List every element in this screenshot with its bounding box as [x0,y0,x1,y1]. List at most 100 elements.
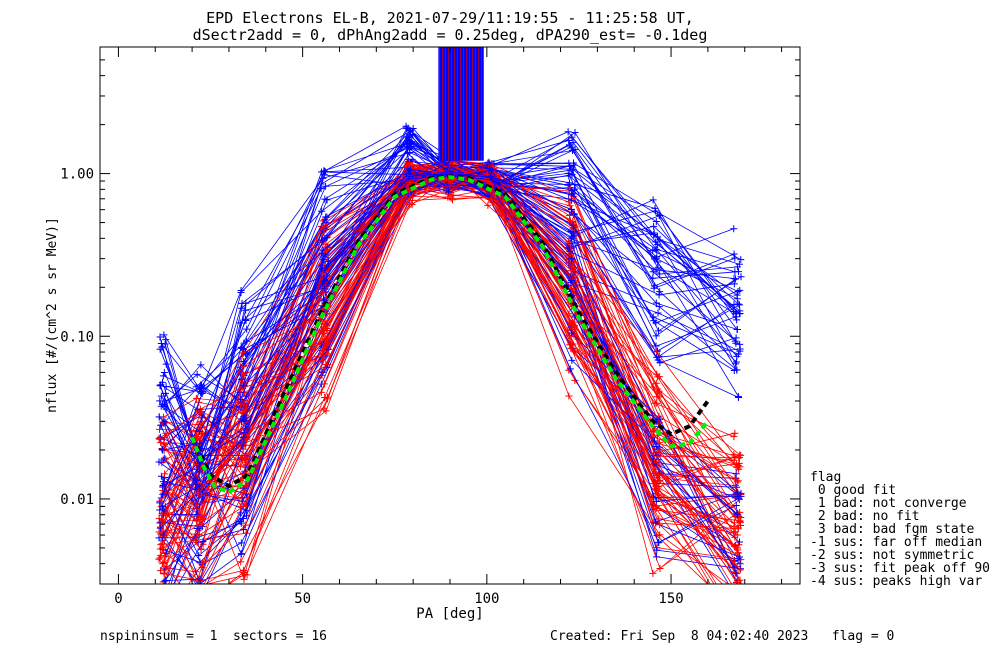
data-trace [160,173,724,584]
data-point-marker [649,196,657,204]
data-point-marker [155,534,163,542]
data-point-marker [193,370,201,378]
data-point-marker [444,193,452,201]
data-point-marker [155,458,163,466]
data-point-marker [158,518,166,526]
data-trace [163,125,738,390]
data-point-marker [198,414,206,422]
data-point-marker [649,247,657,255]
data-point-marker [569,228,577,236]
data-trace [162,173,738,493]
data-point-marker [735,260,743,268]
data-point-marker [650,222,658,230]
data-point-marker [155,434,163,442]
data-point-marker [566,247,574,255]
data-point-marker [652,255,660,263]
data-point-marker [732,334,740,342]
data-point-marker [196,603,203,610]
data-point-marker [730,280,738,288]
data-point-marker [487,166,495,174]
data-point-marker [158,588,165,595]
data-trace [165,168,736,581]
x-tick-label: 150 [658,591,683,607]
data-point-marker [486,165,494,173]
data-point-marker [405,170,413,178]
data-point-marker [652,519,660,527]
data-point-marker [194,490,202,498]
data-point-marker [195,482,203,490]
data-point-marker [735,592,742,599]
data-trace [166,136,738,393]
data-point-marker [195,551,203,559]
data-point-marker [156,333,164,341]
data-point-marker [735,454,743,462]
data-point-marker [652,299,660,307]
data-point-marker [157,551,165,559]
data-point-marker [160,570,168,578]
data-point-marker [569,222,577,230]
data-point-marker [652,502,660,510]
data-point-marker [734,393,742,401]
data-point-marker [736,310,744,318]
data-point-marker [156,345,164,353]
data-point-marker [732,275,740,283]
data-point-marker [322,240,330,248]
data-point-marker [568,191,576,199]
data-point-marker [651,204,659,212]
data-point-marker [193,590,200,597]
data-point-marker [159,531,167,539]
data-point-marker [161,510,169,518]
data-point-marker [654,327,662,335]
data-point-marker [321,340,329,348]
data-point-marker [161,592,168,599]
data-point-marker [652,342,660,350]
data-point-marker [162,455,170,463]
data-point-marker [656,415,664,423]
legend-entry: 0 good fit [810,483,896,498]
data-point-marker [566,162,574,170]
data-point-marker [321,277,329,285]
data-point-marker [237,401,245,409]
data-point-marker [199,559,207,567]
data-point-marker [159,608,166,615]
data-point-marker [198,499,206,507]
footer-left: nspininsum = 1 sectors = 16 [100,629,327,644]
data-point-marker [730,523,738,531]
data-point-marker [735,596,742,603]
data-point-marker [161,603,168,610]
data-point-marker [566,179,574,187]
data-point-marker [656,531,664,539]
data-point-marker [655,477,663,485]
data-point-marker [571,348,579,356]
legend-entry: -1 sus: far off median [810,535,982,550]
data-point-marker [324,280,332,288]
data-point-marker [320,277,328,285]
data-point-marker [193,511,201,519]
data-point-marker [320,289,328,297]
legend-entry: -3 sus: fit peak off 90 [810,561,990,576]
data-point-marker [650,231,658,239]
data-point-marker [243,325,251,333]
footer-right: Created: Fri Sep 8 04:02:40 2023 flag = … [550,629,894,644]
fit-layer [190,174,710,495]
data-point-marker [318,168,326,176]
data-point-marker [160,613,167,620]
data-trace [160,189,733,584]
data-point-marker [403,125,411,133]
data-point-marker [730,301,738,309]
data-point-marker [240,433,248,441]
data-point-marker [194,593,201,600]
data-point-marker [162,594,169,601]
data-point-marker [317,222,325,230]
data-point-marker [485,158,493,166]
data-point-marker [237,304,245,312]
data-layer [155,47,745,620]
data-point-marker [565,198,573,206]
data-point-marker [408,201,416,209]
data-point-marker [731,254,739,262]
data-point-marker [568,233,576,241]
data-point-marker [323,243,331,251]
data-point-marker [656,359,664,367]
data-point-marker [733,531,741,539]
data-point-marker [195,531,203,539]
